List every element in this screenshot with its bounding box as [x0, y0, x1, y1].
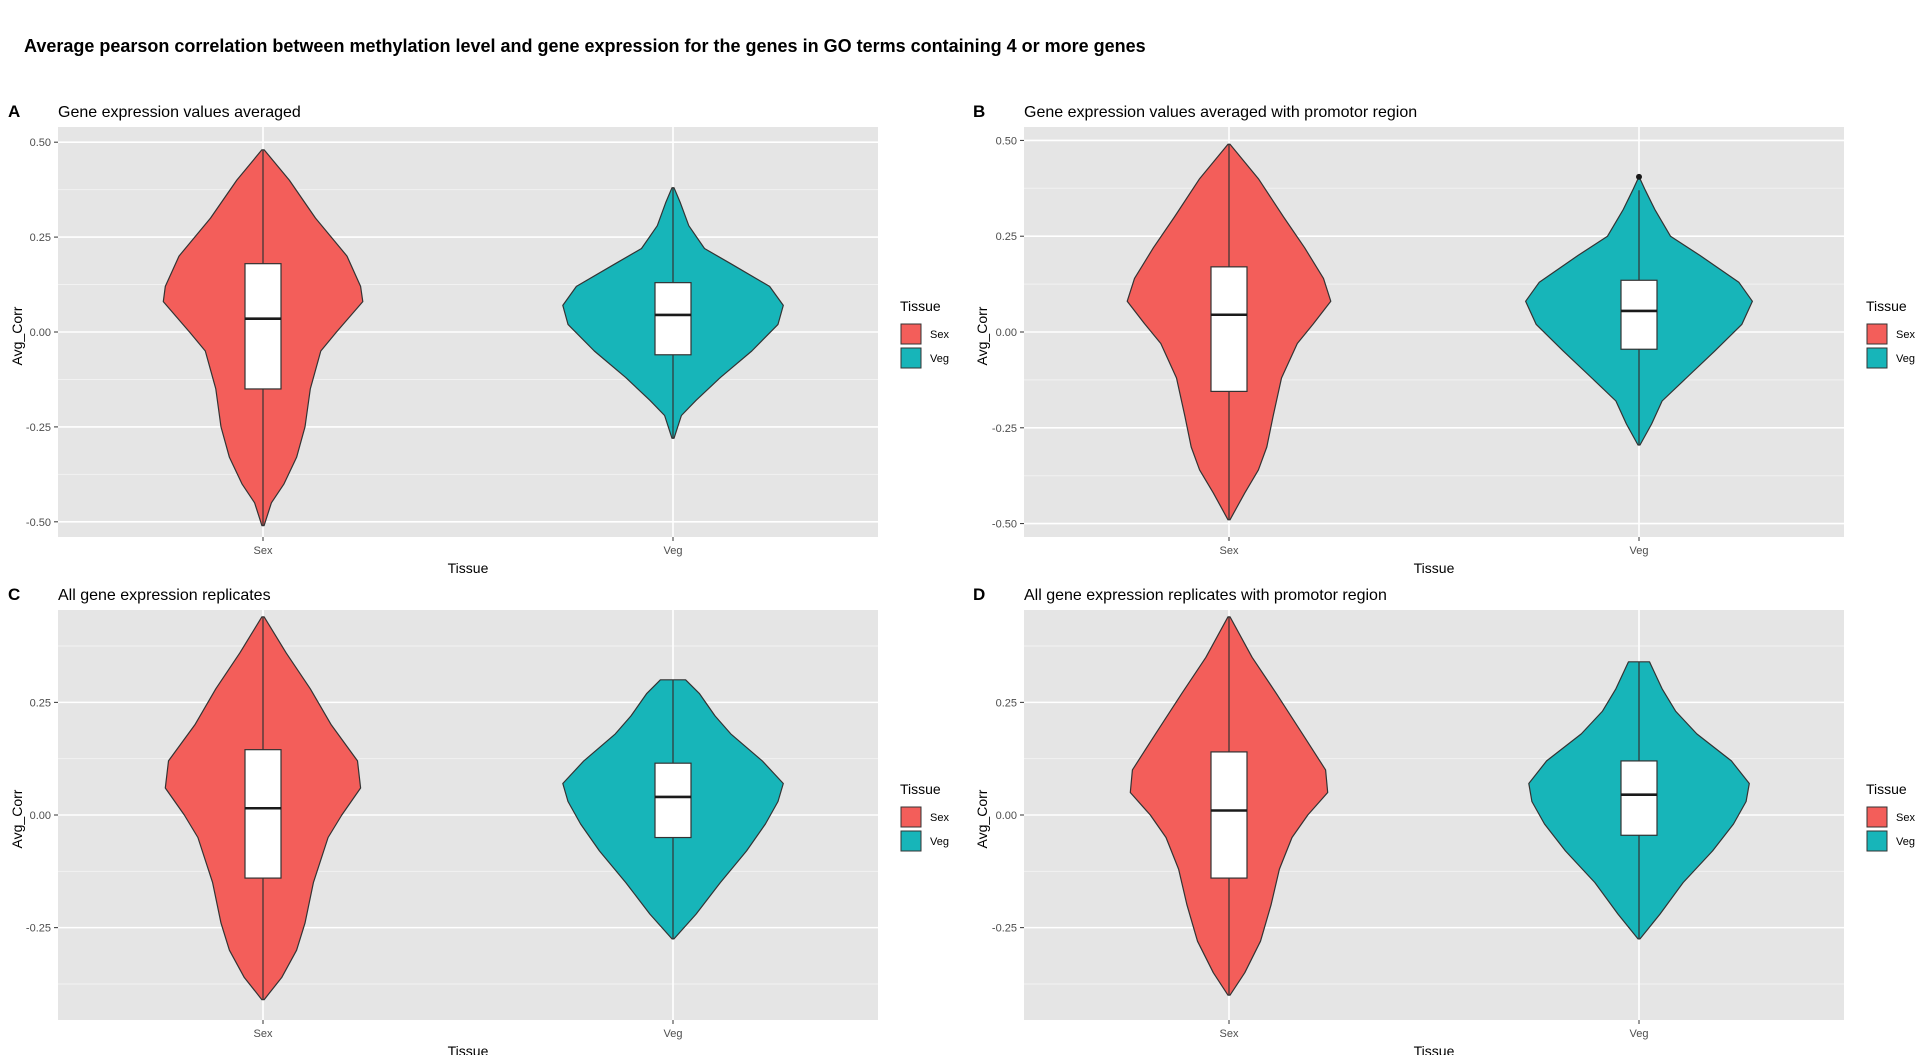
- y-tick-label: -0.50: [992, 519, 1017, 531]
- panel-a: -0.50 -0.25 0.00 0.25 0.50 Sex Veg Tissue Avg_Co…: [8, 102, 949, 576]
- legend-key-sex: [1866, 323, 1888, 345]
- y-tick-label: -0.25: [992, 923, 1017, 935]
- x-tick-label: Veg: [664, 1028, 683, 1040]
- x-axis-title: Tissue: [1414, 1043, 1455, 1055]
- legend-label: Sex: [930, 812, 949, 824]
- panel-title: Gene expression values averaged with pro…: [1024, 104, 1417, 121]
- panel-letter: A: [8, 102, 20, 121]
- box-veg: [1620, 279, 1658, 350]
- x-axis-title: Tissue: [448, 1043, 489, 1055]
- y-tick-label: 0.25: [30, 697, 51, 709]
- y-tick-label: -0.25: [992, 423, 1017, 435]
- x-tick-label: Sex: [254, 1028, 273, 1040]
- legend-title: Tissue: [1866, 781, 1907, 797]
- y-tick-label: 0.25: [996, 231, 1017, 243]
- y-tick-label: -0.50: [26, 517, 51, 529]
- y-tick-label: 0.25: [30, 232, 51, 244]
- y-tick-label: 0.00: [30, 810, 51, 822]
- y-axis-title: Avg_Corr: [9, 789, 25, 848]
- x-tick-label: Sex: [254, 545, 273, 557]
- box-sex: [244, 749, 282, 879]
- x-tick-label: Sex: [1220, 545, 1239, 557]
- y-axis-title: Avg_Corr: [9, 306, 25, 365]
- y-tick-label: 0.00: [996, 327, 1017, 339]
- legend-key-sex: [900, 323, 922, 345]
- legend-key-sex: [1866, 806, 1888, 828]
- y-axis-title: Avg_Corr: [974, 789, 990, 848]
- figure-title: Average pearson correlation between meth…: [24, 36, 1146, 56]
- y-tick-label: -0.25: [26, 923, 51, 935]
- x-axis-title: Tissue: [448, 560, 489, 576]
- panel-title: All gene expression replicates with prom…: [1024, 587, 1387, 604]
- y-tick-label: 0.00: [30, 327, 51, 339]
- legend-label: Sex: [1896, 812, 1915, 824]
- legend-label: Veg: [930, 353, 949, 365]
- legend-label: Sex: [1896, 329, 1915, 341]
- panel-letter: D: [973, 585, 985, 604]
- panel-letter: C: [8, 585, 20, 604]
- panel-title: Gene expression values averaged: [58, 104, 301, 121]
- legend-key-veg: [1866, 830, 1888, 852]
- box-veg: [1620, 760, 1658, 836]
- x-tick-label: Veg: [1630, 545, 1649, 557]
- legend-label: Veg: [1896, 353, 1915, 365]
- legend-key-veg: [1866, 347, 1888, 369]
- legend-title: Tissue: [900, 781, 941, 797]
- legend-title: Tissue: [1866, 298, 1907, 314]
- x-axis-title: Tissue: [1414, 560, 1455, 576]
- box-veg: [654, 762, 692, 839]
- legend-label: Veg: [1896, 836, 1915, 848]
- box-sex: [244, 263, 282, 390]
- legend-key-sex: [900, 806, 922, 828]
- panel-title: All gene expression replicates: [58, 587, 271, 604]
- x-tick-label: Veg: [1630, 1028, 1649, 1040]
- box-veg: [654, 282, 692, 356]
- outlier-point: [1636, 173, 1642, 180]
- y-tick-label: 0.50: [30, 137, 51, 149]
- panel-d: -0.25 0.00 0.25 Sex Veg Tissue Avg_Corr D All ge…: [973, 585, 1915, 1055]
- legend-key-veg: [900, 830, 922, 852]
- legend-key-veg: [900, 347, 922, 369]
- panel-c: -0.25 0.00 0.25 Sex Veg Tissue Avg_Corr C All ge…: [8, 585, 949, 1055]
- y-tick-label: 0.50: [996, 135, 1017, 147]
- x-tick-label: Veg: [664, 545, 683, 557]
- legend-title: Tissue: [900, 298, 941, 314]
- panel-letter: B: [973, 102, 985, 121]
- panel-b: -0.50 -0.25 0.00 0.25 0.50 Sex Veg Tissue Avg_Co…: [973, 102, 1915, 576]
- y-tick-label: -0.25: [26, 422, 51, 434]
- y-tick-label: 0.25: [996, 697, 1017, 709]
- y-axis-title: Avg_Corr: [974, 306, 990, 365]
- legend-label: Sex: [930, 329, 949, 341]
- box-sex: [1210, 751, 1248, 879]
- x-tick-label: Sex: [1220, 1028, 1239, 1040]
- box-sex: [1210, 266, 1248, 392]
- legend-label: Veg: [930, 836, 949, 848]
- y-tick-label: 0.00: [996, 810, 1017, 822]
